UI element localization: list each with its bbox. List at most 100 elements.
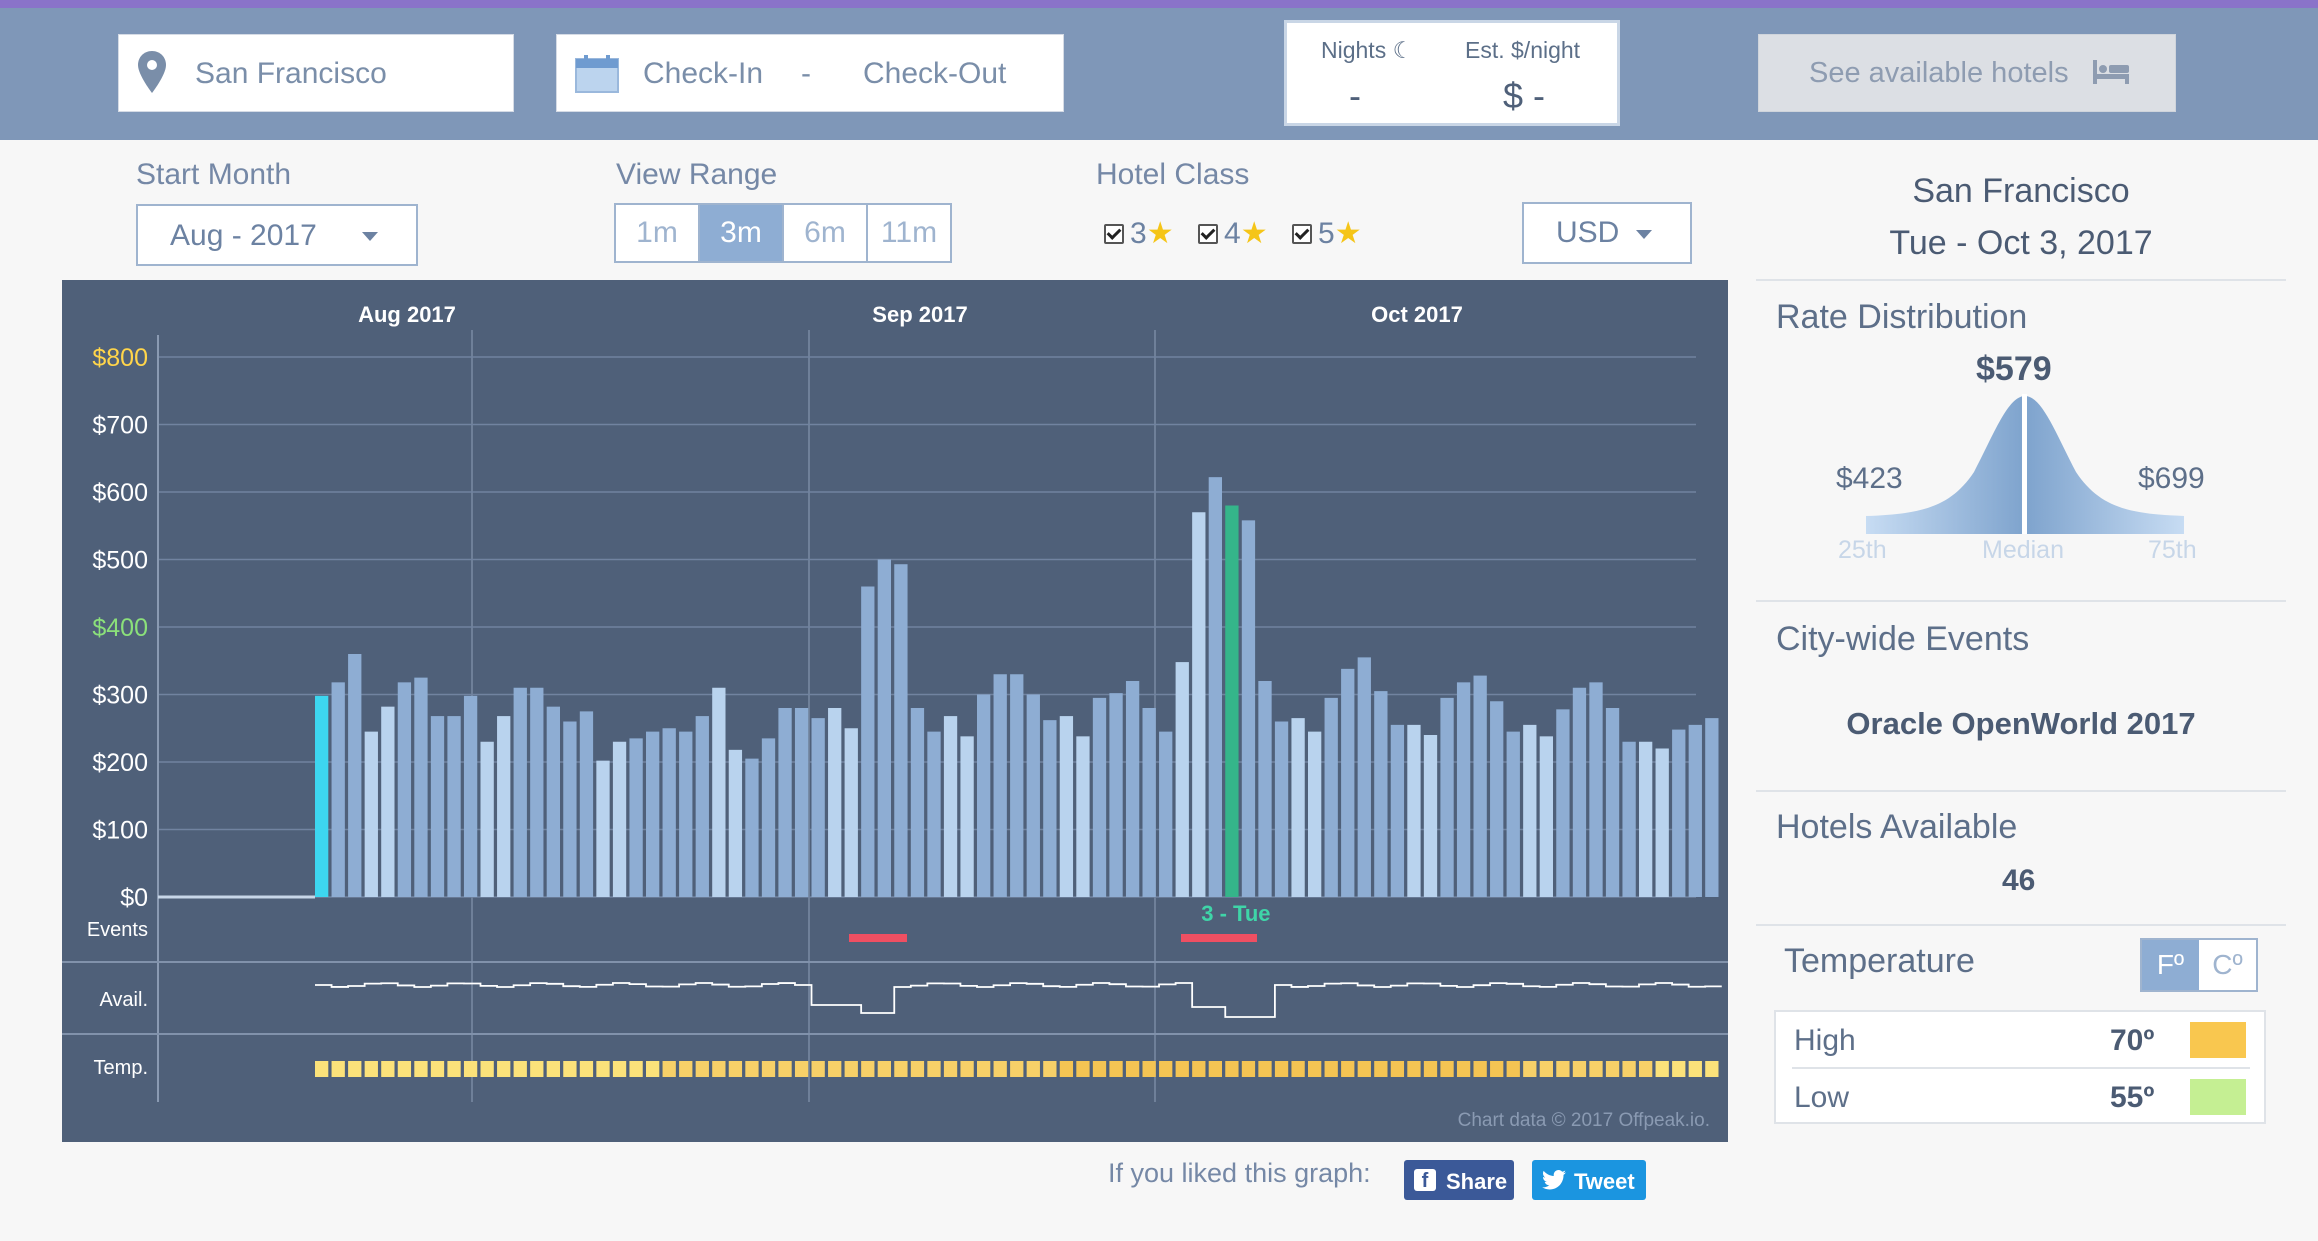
- tweet-button[interactable]: Tweet: [1532, 1160, 1646, 1200]
- facebook-share-label: Share: [1446, 1169, 1508, 1194]
- temperature-cell: [778, 1061, 792, 1077]
- temperature-cell: [811, 1061, 825, 1077]
- price-bar: [877, 559, 891, 897]
- price-bar: [861, 586, 875, 897]
- price-bar: [679, 731, 693, 897]
- date-range-input[interactable]: Check-In - Check-Out: [556, 34, 1064, 112]
- temperature-cell: [1407, 1061, 1421, 1077]
- price-bar: [381, 706, 395, 897]
- temperature-cell: [745, 1061, 759, 1077]
- temp-high-value: 70º: [2110, 1024, 2155, 1057]
- temperature-cell: [679, 1061, 693, 1077]
- temperature-cell: [629, 1061, 643, 1077]
- temperature-cell: [794, 1061, 809, 1077]
- checkbox-checked-icon[interactable]: [1104, 224, 1124, 244]
- price-bar: [1241, 520, 1256, 897]
- hotel-class-4-checkbox[interactable]: 4★: [1198, 216, 1268, 251]
- temperature-cell: [1208, 1061, 1222, 1077]
- facebook-share-button[interactable]: f Share: [1404, 1160, 1514, 1200]
- unit-fahrenheit[interactable]: Fº: [2142, 940, 2199, 990]
- event-marker: [849, 934, 907, 942]
- start-month-select[interactable]: Aug - 2017: [136, 204, 418, 266]
- temperature-cell: [877, 1061, 891, 1077]
- price-bar: [1324, 697, 1338, 897]
- y-tick-label: $600: [92, 479, 148, 507]
- row-label: Avail.: [99, 989, 148, 1011]
- check-in-field[interactable]: Check-In: [643, 57, 764, 90]
- temperature-cell: [993, 1061, 1007, 1077]
- p75-label: 75th: [2148, 536, 2197, 564]
- price-bar: [1010, 674, 1024, 897]
- price-bar: [1456, 682, 1471, 897]
- price-bar: [463, 695, 478, 897]
- currency-value: USD: [1556, 216, 1620, 249]
- row-label: Events: [87, 919, 148, 941]
- price-bar: [1208, 477, 1222, 897]
- star-icon: ★: [1334, 217, 1362, 250]
- divider: [1756, 790, 2286, 792]
- hotels-available-count: 46: [2002, 864, 2036, 897]
- temperature-cell: [1175, 1061, 1189, 1077]
- price-bar: [811, 718, 825, 897]
- temperature-cell: [1539, 1061, 1553, 1077]
- price-bar: [1258, 681, 1272, 897]
- temperature-cell: [497, 1061, 511, 1077]
- temperature-cell: [447, 1061, 461, 1077]
- temperature-cell: [463, 1061, 478, 1077]
- range-option-11m[interactable]: 11m: [880, 216, 938, 249]
- price-bar: [612, 741, 627, 897]
- est-per-night-value: $ -: [1503, 75, 1546, 116]
- price-bar: [960, 736, 974, 897]
- temp-low-label: Low: [1794, 1081, 1850, 1114]
- temperature-cell: [1125, 1061, 1140, 1077]
- see-available-hotels-button[interactable]: See available hotels: [1758, 34, 2176, 112]
- price-bar: [315, 695, 329, 897]
- temperature-title: Temperature: [1784, 942, 1975, 980]
- hotel-class-3-checkbox[interactable]: 3★: [1104, 216, 1174, 251]
- price-chart-svg[interactable]: $0 $100 $200 $300 $400 $500 $600 $700 $800 Aug 20…: [62, 280, 1728, 1142]
- y-tick-label: $500: [92, 547, 148, 575]
- checkbox-checked-icon[interactable]: [1198, 224, 1218, 244]
- temperature-cell: [1523, 1061, 1537, 1077]
- price-bar: [943, 716, 958, 897]
- temperature-cell: [563, 1061, 577, 1077]
- hotel-class-5-checkbox[interactable]: 5★: [1292, 216, 1362, 251]
- chevron-down-icon: [1636, 230, 1652, 239]
- range-option-1m[interactable]: 1m: [616, 205, 700, 261]
- temperature-cell: [1374, 1061, 1388, 1077]
- location-value: San Francisco: [195, 57, 387, 90]
- unit-celsius[interactable]: Cº: [2212, 949, 2243, 980]
- availability-line: [315, 982, 1722, 1018]
- price-bar: [794, 708, 809, 897]
- range-option-6m[interactable]: 6m: [784, 205, 868, 261]
- currency-select[interactable]: USD: [1522, 202, 1692, 264]
- temperature-cell: [397, 1061, 412, 1077]
- temperature-cell: [712, 1061, 726, 1077]
- price-bar: [1159, 731, 1173, 897]
- price-bar: [546, 706, 560, 897]
- date-separator: -: [801, 57, 811, 90]
- temperature-cell: [1192, 1061, 1206, 1077]
- temperature-cell: [828, 1061, 842, 1077]
- x-month-label: Sep 2017: [872, 302, 967, 327]
- temperature-cell: [960, 1061, 974, 1077]
- temperature-cell: [894, 1061, 908, 1077]
- location-input[interactable]: San Francisco: [118, 34, 514, 112]
- event-name: Oracle OpenWorld 2017: [1846, 706, 2196, 741]
- selected-day-label: 3 - Tue: [1201, 901, 1270, 926]
- nights-label: Nights ☾: [1321, 37, 1414, 63]
- p25-label: 25th: [1838, 536, 1887, 564]
- price-bar: [977, 694, 991, 897]
- checkbox-checked-icon[interactable]: [1292, 224, 1312, 244]
- range-option-3m[interactable]: 3m: [700, 205, 784, 261]
- hotels-available-title: Hotels Available: [1776, 808, 2018, 846]
- price-bar: [331, 682, 345, 897]
- price-bar: [1556, 709, 1570, 897]
- temperature-cell: [1026, 1061, 1040, 1077]
- price-bar: [1291, 718, 1305, 897]
- price-bar: [629, 738, 643, 897]
- price-chart: $0 $100 $200 $300 $400 $500 $600 $700 $800 Aug 20…: [62, 280, 1728, 1142]
- temperature-cell: [1059, 1061, 1074, 1077]
- temperature-cell: [1092, 1061, 1107, 1077]
- temperature-cell: [1225, 1061, 1239, 1077]
